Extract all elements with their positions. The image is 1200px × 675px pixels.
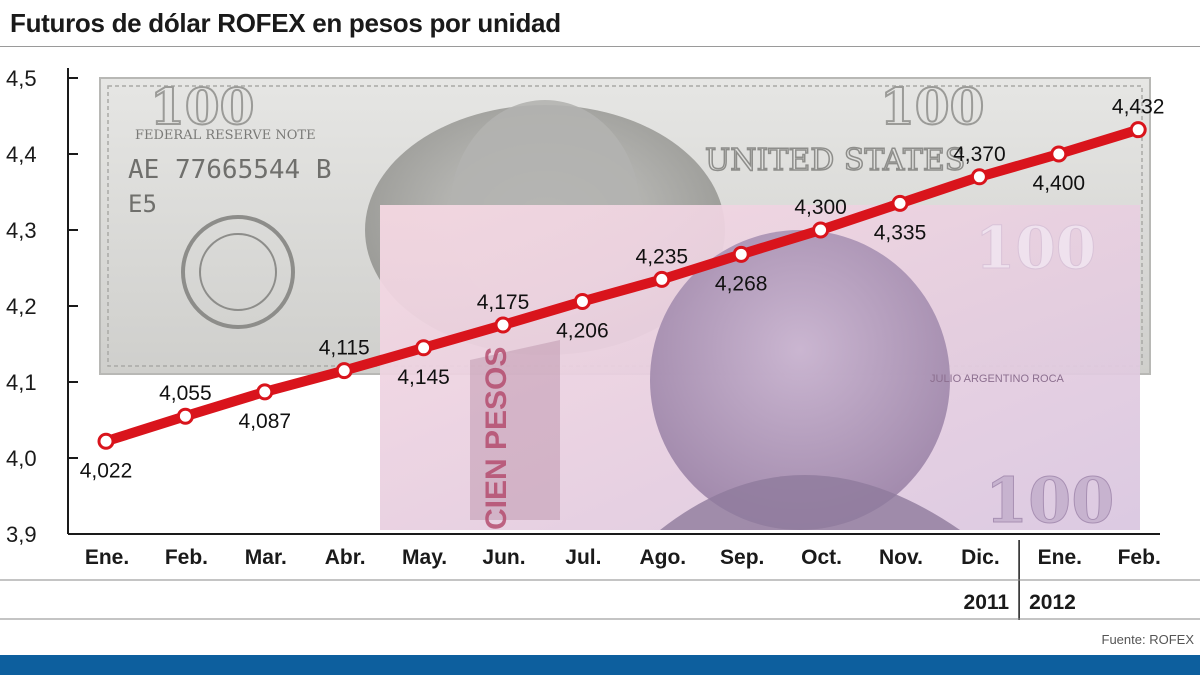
x-tick-label: Ene. [85, 546, 129, 569]
usd-country-text: UNITED STATES [705, 143, 965, 178]
x-tick-label: Ago. [639, 546, 686, 569]
data-label: 4,268 [715, 272, 768, 295]
data-point [494, 316, 512, 334]
y-tick-label: 4,4 [6, 142, 37, 167]
ars-banknote-illustration: 100 100 JULIO ARGENTINO ROCA CIEN PESOS [380, 205, 1140, 538]
x-tick-label: Abr. [325, 546, 366, 569]
data-label: 4,235 [636, 245, 689, 268]
source-note: Fuente: ROFEX [1101, 632, 1194, 647]
y-tick-label: 3,9 [6, 522, 37, 547]
x-tick-label: Sep. [720, 546, 764, 569]
x-tick-label: Oct. [801, 546, 842, 569]
data-point [812, 221, 830, 239]
ars-portrait-caption: JULIO ARGENTINO ROCA [930, 373, 1065, 385]
chart-title: Futuros de dólar ROFEX en pesos por unid… [10, 8, 561, 38]
data-labels: 4,022 4,055 4,087 4,115 4,145 4,175 4,206 4,235… [80, 96, 1165, 483]
x-tick-label: May. [402, 546, 447, 569]
data-label: 4,206 [556, 319, 609, 342]
data-point [732, 245, 750, 263]
data-point [891, 194, 909, 212]
data-point [573, 292, 591, 310]
y-tick-label: 4,5 [6, 66, 37, 91]
year-label: 2011 [964, 591, 1010, 614]
y-axis-ticks: 3,9 4,0 4,1 4,2 4,3 4,4 4,5 [6, 66, 78, 547]
usd-series: E5 [128, 190, 157, 218]
x-tick-label: Jul. [565, 546, 601, 569]
data-point [176, 407, 194, 425]
data-point [335, 362, 353, 380]
ars-vertical-text: CIEN PESOS [480, 347, 513, 530]
data-label: 4,400 [1033, 172, 1086, 195]
x-tick-label: Feb. [1118, 546, 1161, 569]
y-tick-label: 4,3 [6, 218, 37, 243]
y-tick-label: 4,1 [6, 370, 37, 395]
data-point [415, 339, 433, 357]
data-label: 4,055 [159, 382, 212, 405]
data-label: 4,175 [477, 291, 530, 314]
data-point [256, 383, 274, 401]
ars-denomination-top: 100 [975, 214, 1096, 282]
y-tick-label: 4,2 [6, 294, 37, 319]
x-tick-label: Nov. [879, 546, 923, 569]
x-tick-label: Ene. [1038, 546, 1082, 569]
title-divider [0, 46, 1200, 47]
data-point [970, 168, 988, 186]
usd-serial: AE 77665544 B [128, 155, 332, 185]
x-tick-label: Mar. [245, 546, 287, 569]
series-line [101, 124, 1144, 447]
data-point [653, 270, 671, 288]
x-tick-label: Feb. [165, 546, 208, 569]
data-point [1050, 145, 1068, 163]
x-tick-label: Jun. [482, 546, 525, 569]
usd-note-caption: FEDERAL RESERVE NOTE [135, 128, 316, 143]
data-label: 4,335 [874, 221, 927, 244]
data-label: 4,370 [953, 143, 1006, 166]
data-label: 4,300 [794, 196, 847, 219]
data-point [97, 432, 115, 450]
data-label: 4,432 [1112, 96, 1165, 119]
data-label: 4,145 [397, 366, 450, 389]
data-point [1129, 121, 1147, 139]
footer-bar [0, 655, 1200, 675]
data-label: 4,087 [239, 410, 292, 433]
data-label: 4,022 [80, 459, 133, 482]
year-labels: 2011 2012 [0, 540, 1200, 620]
x-axis-labels: Ene. Feb. Mar. Abr. May. Jun. Jul. Ago. Sep. Oct.… [85, 546, 1161, 569]
x-tick-label: Dic. [961, 546, 1000, 569]
year-label: 2012 [1029, 591, 1076, 614]
y-tick-label: 4,0 [6, 446, 37, 471]
data-label: 4,115 [319, 337, 370, 360]
usd-denomination-right: 100 [880, 77, 984, 136]
ars-denomination-bottom: 100 [985, 464, 1114, 537]
data-series [97, 121, 1147, 450]
usd-denomination-left: 100 [150, 77, 254, 136]
